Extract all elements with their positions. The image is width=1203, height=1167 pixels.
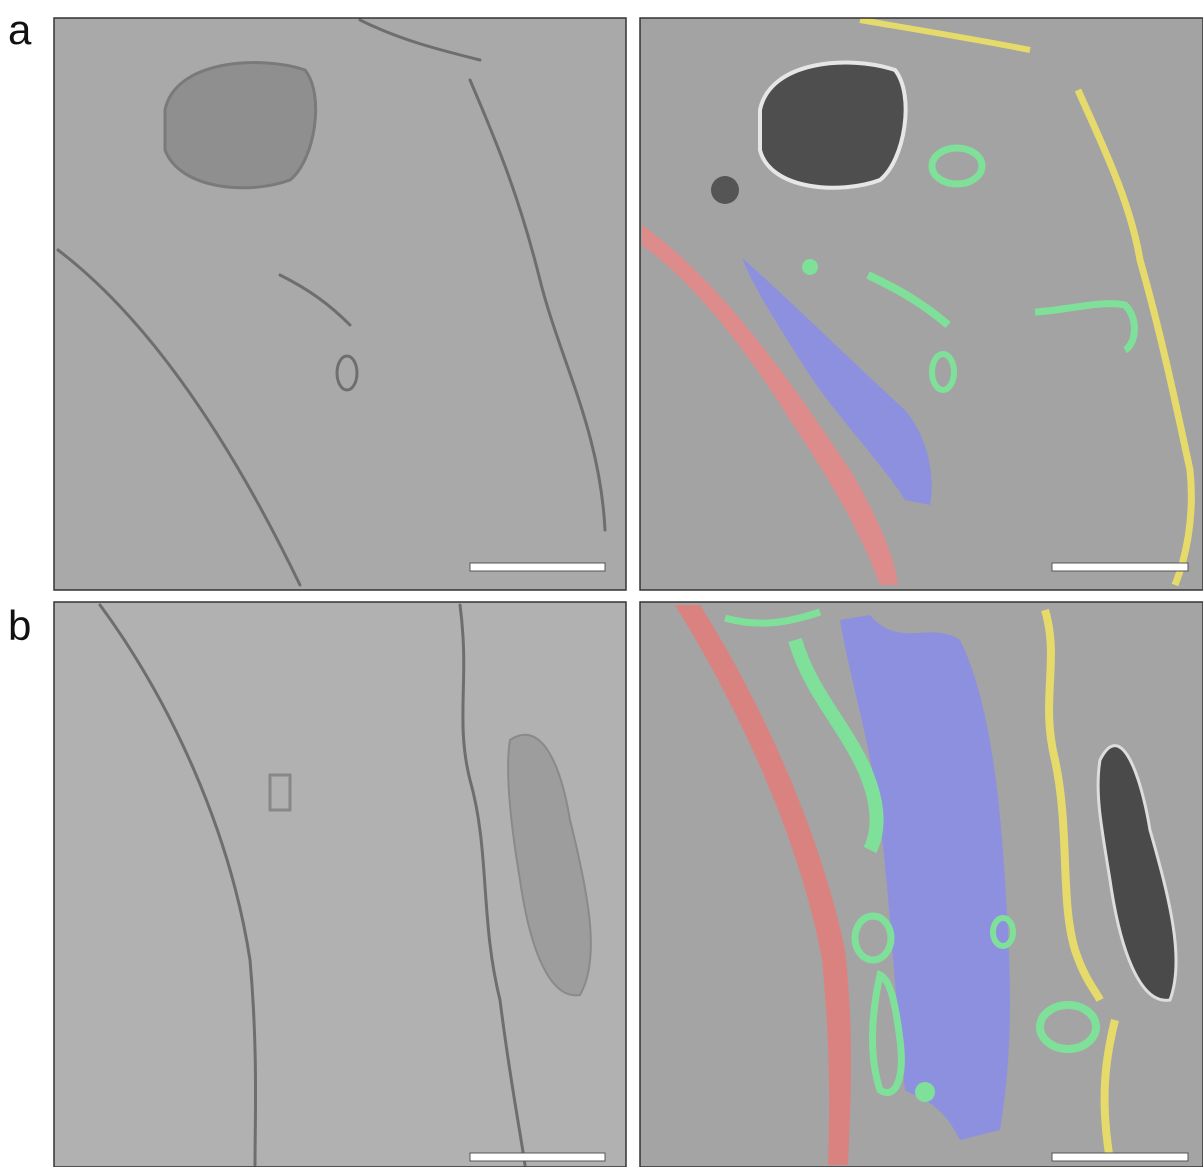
scale-bar xyxy=(1052,563,1188,571)
figure: a b xyxy=(0,0,1203,1167)
segmentation-green xyxy=(802,259,818,275)
page: a b (() => { const data = JSON.parse(doc… xyxy=(0,0,1203,1167)
tomogram-raw xyxy=(54,18,626,590)
panel-label: a xyxy=(8,6,32,53)
scale-bar xyxy=(1052,1153,1188,1161)
panel-label: b xyxy=(8,602,31,649)
vesicle xyxy=(711,176,739,204)
scale-bar xyxy=(470,1153,605,1161)
segmentation-green xyxy=(915,1082,935,1102)
mitochondrion xyxy=(165,63,316,188)
scale-bar xyxy=(470,563,605,571)
mitochondrion xyxy=(760,63,906,188)
